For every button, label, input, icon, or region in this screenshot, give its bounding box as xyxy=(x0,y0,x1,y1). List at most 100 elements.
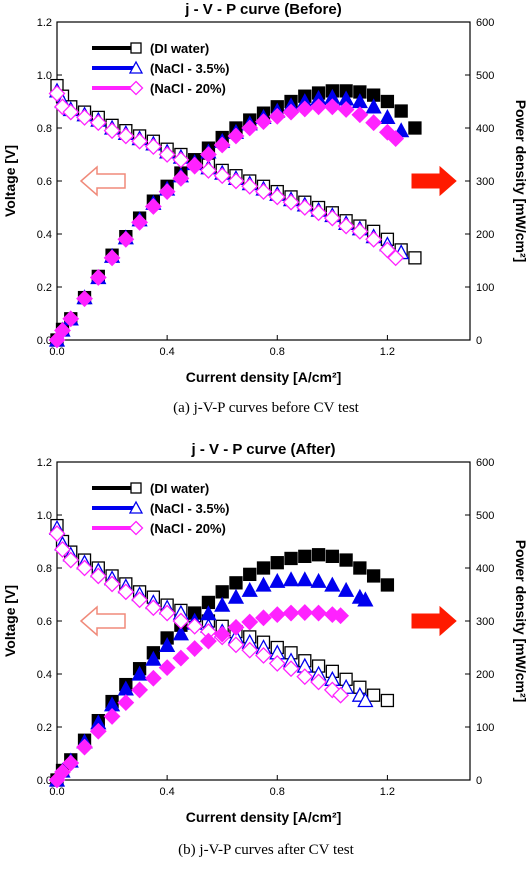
voltage-point xyxy=(268,188,286,206)
voltage-point xyxy=(48,525,66,542)
y-tick-label: 1.2 xyxy=(37,457,52,469)
y2-tick-label: 600 xyxy=(476,457,494,469)
voltage-point xyxy=(131,591,149,609)
power-point xyxy=(296,604,314,621)
power-point xyxy=(62,310,80,328)
y2-tick-label: 200 xyxy=(476,669,494,681)
power-point xyxy=(332,607,350,625)
voltage-point xyxy=(268,654,286,672)
voltage-point xyxy=(76,559,93,577)
y2-tick-label: 100 xyxy=(476,722,494,734)
y2-tick-label: 600 xyxy=(476,17,494,29)
power-point xyxy=(380,94,395,109)
power-point xyxy=(365,114,383,132)
x-tick-label: 0.4 xyxy=(159,786,174,798)
y2-tick-label: 300 xyxy=(476,176,494,188)
y-tick-label: 0.0 xyxy=(37,335,52,347)
voltage-point xyxy=(332,686,350,704)
voltage-point xyxy=(62,551,80,569)
power-point xyxy=(270,556,284,570)
power-point xyxy=(282,571,300,587)
power-point xyxy=(200,605,217,621)
chart-title: j - V - P curve (After) xyxy=(191,441,336,458)
series-0 xyxy=(50,78,422,347)
x-tick-label: 0.8 xyxy=(270,786,285,798)
series-0 xyxy=(50,518,395,787)
y2-axis-label: Power density [mW/cm²] xyxy=(513,100,529,263)
voltage-point xyxy=(48,85,66,102)
power-point xyxy=(357,591,374,607)
right-arrow-icon xyxy=(411,165,457,197)
voltage-point xyxy=(323,209,341,227)
voltage-point xyxy=(366,688,381,702)
chart-title: j - V - P curve (Before) xyxy=(184,1,341,18)
power-point xyxy=(172,649,190,667)
power-point xyxy=(158,183,176,201)
power-point xyxy=(268,107,286,125)
voltage-point xyxy=(89,114,107,132)
power-point xyxy=(255,609,272,627)
power-point xyxy=(186,640,204,657)
power-point xyxy=(54,763,71,781)
series-2 xyxy=(48,85,405,349)
x-axis-label: Current density [A/cm²] xyxy=(186,369,342,385)
power-point xyxy=(131,665,148,681)
y2-tick-label: 400 xyxy=(476,563,494,575)
y2-tick-label: 400 xyxy=(476,123,494,135)
x-tick-label: 0.0 xyxy=(49,346,64,358)
voltage-point xyxy=(408,251,422,265)
power-point xyxy=(172,625,189,641)
y2-tick-label: 0 xyxy=(476,775,482,787)
voltage-point xyxy=(337,217,355,235)
voltage-point xyxy=(76,108,93,126)
power-point xyxy=(310,98,327,116)
voltage-point xyxy=(241,641,259,659)
power-point xyxy=(117,694,135,712)
voltage-point xyxy=(54,541,71,558)
right-arrow-icon xyxy=(411,605,457,637)
power-point xyxy=(172,169,190,187)
voltage-point xyxy=(131,132,149,150)
y-tick-label: 0.2 xyxy=(37,722,52,734)
y-tick-label: 0.2 xyxy=(37,282,52,294)
chart-after: j - V - P curve (After) 0.0 0.2 0.4 0.6 0.8 1.… xyxy=(2,441,529,825)
voltage-point xyxy=(310,673,327,691)
power-point xyxy=(337,101,355,118)
y-tick-label: 0.0 xyxy=(37,775,52,787)
power-point xyxy=(54,322,71,339)
voltage-point xyxy=(158,604,176,622)
x-axis-label: Current density [A/cm²] xyxy=(186,809,342,825)
x-tick-label: 0.8 xyxy=(270,346,285,358)
legend-label: (DI water) xyxy=(150,481,209,496)
power-point xyxy=(351,106,369,124)
y2-tick-label: 100 xyxy=(476,282,494,294)
power-point xyxy=(310,572,327,588)
power-point xyxy=(296,100,314,118)
power-point xyxy=(284,551,298,566)
voltage-point xyxy=(296,668,314,686)
voltage-point xyxy=(241,177,259,195)
power-point xyxy=(394,104,408,118)
power-point xyxy=(241,613,259,631)
power-point xyxy=(241,581,258,597)
power-point xyxy=(324,576,341,592)
power-point xyxy=(215,585,229,599)
power-point xyxy=(186,157,204,175)
legend-marker xyxy=(128,60,144,74)
voltage-point xyxy=(227,172,245,190)
legend-label: (NaCl - 20%) xyxy=(150,521,226,536)
voltage-point xyxy=(117,583,135,601)
voltage-point xyxy=(103,575,121,593)
power-point xyxy=(296,571,313,587)
voltage-point xyxy=(144,599,162,617)
power-point xyxy=(241,119,259,137)
chart-before: j - V - P curve (Before) 0.0 0.2 0.4 0.6 0.8 1… xyxy=(2,1,529,385)
voltage-point xyxy=(172,151,190,169)
legend-marker xyxy=(128,80,144,96)
voltage-point xyxy=(310,204,327,222)
series-2 xyxy=(48,525,350,789)
voltage-point xyxy=(62,103,80,121)
power-point xyxy=(131,213,149,231)
power-point xyxy=(62,754,80,772)
y-tick-label: 0.6 xyxy=(37,616,52,628)
